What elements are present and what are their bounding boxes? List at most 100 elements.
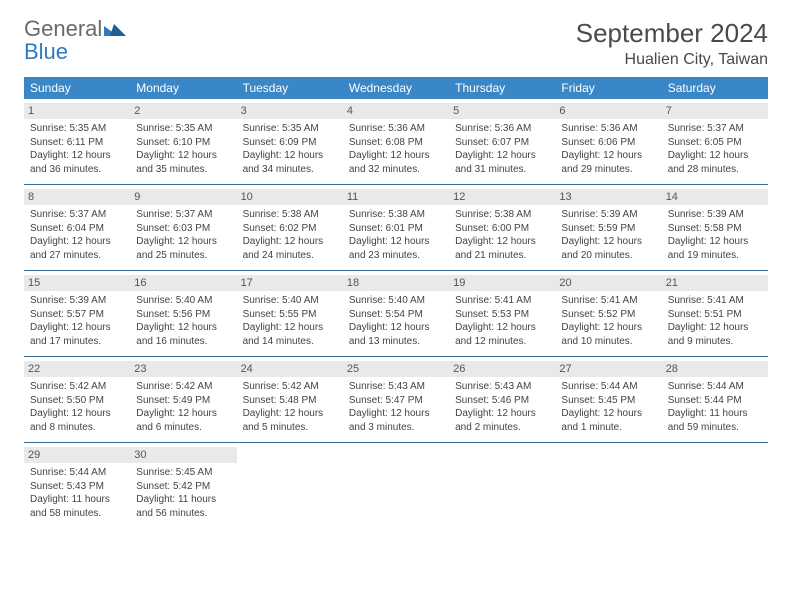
- day-cell: 24 Sunrise: 5:42 AMSunset: 5:48 PMDayligh…: [237, 357, 343, 443]
- week-row: 1Sunrise: 5:35 AMSunset: 6:11 PMDaylight…: [24, 99, 768, 185]
- day-number: 20: [555, 275, 661, 291]
- day-info: Sunrise: 5:41 AM Sunset: 5:51 PM Daylight:…: [668, 294, 762, 348]
- day-info: Sunrise: 5:42 AMSunset: 5:48 PMDaylight:…: [243, 380, 337, 434]
- weekday-header: Tuesday: [237, 77, 343, 99]
- daylight-text: Daylight: 12 hours: [455, 408, 536, 419]
- logo-text-general: General: [24, 16, 102, 41]
- day-cell: 26Sunrise: 5:43 AMSunset: 5:46 PMDayligh…: [449, 357, 555, 443]
- daylight-text: and 19 minutes.: [668, 250, 739, 261]
- daylight-text: and 10 minutes.: [561, 336, 632, 347]
- location-text: Hualien City, Taiwan: [576, 51, 768, 69]
- sunrise-text: Sunrise: 5:39 AM: [30, 295, 106, 306]
- day-number: 8: [24, 189, 130, 205]
- logo: General Blue: [24, 18, 126, 64]
- sunset-text: Sunset: 6:09 PM: [243, 137, 317, 148]
- daylight-text: and 27 minutes.: [30, 250, 101, 261]
- day-info: Sunrise: 5:38 AMSunset: 6:02 PMDaylight:…: [243, 208, 337, 262]
- daylight-text: Daylight: 12 hours: [349, 236, 430, 247]
- weekday-header: Saturday: [662, 77, 768, 99]
- day-info: Sunrise: 5:44 AMSunset: 5:45 PMDaylight:…: [561, 380, 655, 434]
- sunrise-text: Sunrise: 5:36 AM: [349, 123, 425, 134]
- daylight-text: and 6 minutes.: [136, 422, 202, 433]
- daylight-text: Daylight: 12 hours: [136, 322, 217, 333]
- day-number: 7: [662, 103, 768, 119]
- daylight-text: and 24 minutes.: [243, 250, 314, 261]
- sunrise-text: Sunrise: 5:39 AM: [668, 209, 744, 220]
- day-info: Sunrise: 5:41 AMSunset: 5:53 PMDaylight:…: [455, 294, 549, 348]
- daylight-text: and 16 minutes.: [136, 336, 207, 347]
- daylight-text: and 35 minutes.: [136, 164, 207, 175]
- sunset-text: Sunset: 5:55 PM: [243, 309, 317, 320]
- day-cell: [343, 443, 449, 529]
- weekday-header-row: Sunday Monday Tuesday Wednesday Thursday…: [24, 77, 768, 99]
- day-number: 24: [237, 361, 343, 377]
- daylight-text: Daylight: 12 hours: [668, 236, 749, 247]
- sunset-text: Sunset: 6:00 PM: [455, 223, 529, 234]
- day-cell: 13Sunrise: 5:39 AMSunset: 5:59 PMDayligh…: [555, 185, 661, 271]
- daylight-text: Daylight: 12 hours: [30, 408, 111, 419]
- day-info: Sunrise: 5:35 AM Sunset: 6:09 PM Daylight:…: [243, 122, 337, 176]
- day-cell: 7Sunrise: 5:37 AMSunset: 6:05 PMDaylight…: [662, 99, 768, 185]
- daylight-text: and 8 minutes.: [30, 422, 96, 433]
- sunset-text: Sunset: 5:42 PM: [136, 481, 210, 492]
- day-number: 30: [130, 447, 236, 463]
- sunrise-text: Sunrise: 5:38 AM: [455, 209, 531, 220]
- daylight-text: Daylight: 12 hours: [561, 322, 642, 333]
- day-cell: [237, 443, 343, 529]
- sunset-text: Sunset: 5:51 PM: [668, 309, 742, 320]
- daylight-text: and 21 minutes.: [455, 250, 526, 261]
- daylight-text: Daylight: 12 hours: [349, 150, 430, 161]
- day-number: 16: [130, 275, 236, 291]
- daylight-text: Daylight: 12 hours: [349, 408, 430, 419]
- day-number: 13: [555, 189, 661, 205]
- day-info: Sunrise: 5:40 AMSunset: 5:54 PMDaylight:…: [349, 294, 443, 348]
- day-cell: 19Sunrise: 5:41 AMSunset: 5:53 PMDayligh…: [449, 271, 555, 357]
- daylight-text: Daylight: 12 hours: [668, 322, 749, 333]
- sunset-text: Sunset: 5:58 PM: [668, 223, 742, 234]
- daylight-text: Daylight: 12 hours: [136, 150, 217, 161]
- day-info: Sunrise: 5:35 AMSunset: 6:11 PMDaylight:…: [30, 122, 124, 176]
- daylight-text: Daylight: 12 hours: [243, 408, 324, 419]
- sunrise-text: Sunrise: 5:37 AM: [668, 123, 744, 134]
- daylight-text: and 5 minutes.: [243, 422, 309, 433]
- logo-text-blue: Blue: [24, 39, 68, 64]
- sunrise-text: Sunrise: 5:41 AM: [668, 295, 744, 306]
- sunrise-text: Sunrise: 5:44 AM: [30, 467, 106, 478]
- sunrise-text: Sunrise: 5:38 AM: [243, 209, 319, 220]
- daylight-text: and 34 minutes.: [243, 164, 314, 175]
- day-number: 11: [343, 189, 449, 205]
- day-number: 22: [24, 361, 130, 377]
- day-cell: 25Sunrise: 5:43 AMSunset: 5:47 PMDayligh…: [343, 357, 449, 443]
- day-number: 3: [237, 103, 343, 119]
- week-row: 29Sunrise: 5:44 AMSunset: 5:43 PMDayligh…: [24, 443, 768, 529]
- day-info: Sunrise: 5:44 AMSunset: 5:43 PMDaylight:…: [30, 466, 124, 520]
- day-info: Sunrise: 5:37 AMSunset: 6:03 PMDaylight:…: [136, 208, 230, 262]
- day-number: 9: [130, 189, 236, 205]
- day-cell: 9 Sunrise: 5:37 AMSunset: 6:03 PMDaylight…: [130, 185, 236, 271]
- header: General Blue September 2024 Hualien City…: [24, 18, 768, 69]
- day-number: 2: [130, 103, 236, 119]
- day-cell: 20Sunrise: 5:41 AMSunset: 5:52 PMDayligh…: [555, 271, 661, 357]
- day-cell: 5Sunrise: 5:36 AMSunset: 6:07 PMDaylight…: [449, 99, 555, 185]
- day-cell: 8Sunrise: 5:37 AMSunset: 6:04 PMDaylight…: [24, 185, 130, 271]
- day-cell: [662, 443, 768, 529]
- day-number: 21: [662, 275, 768, 291]
- sunset-text: Sunset: 5:59 PM: [561, 223, 635, 234]
- daylight-text: Daylight: 12 hours: [455, 236, 536, 247]
- daylight-text: Daylight: 12 hours: [243, 150, 324, 161]
- sunset-text: Sunset: 5:56 PM: [136, 309, 210, 320]
- sunrise-text: Sunrise: 5:39 AM: [561, 209, 637, 220]
- day-cell: 18Sunrise: 5:40 AMSunset: 5:54 PMDayligh…: [343, 271, 449, 357]
- sunset-text: Sunset: 5:50 PM: [30, 395, 104, 406]
- sunrise-text: Sunrise: 5:37 AM: [136, 209, 212, 220]
- week-row: 22Sunrise: 5:42 AMSunset: 5:50 PMDayligh…: [24, 357, 768, 443]
- day-cell: 2Sunrise: 5:35 AMSunset: 6:10 PMDaylight…: [130, 99, 236, 185]
- sunset-text: Sunset: 5:52 PM: [561, 309, 635, 320]
- day-cell: 21 Sunrise: 5:41 AM Sunset: 5:51 PM Dayligh…: [662, 271, 768, 357]
- sunset-text: Sunset: 6:05 PM: [668, 137, 742, 148]
- day-number: 15: [24, 275, 130, 291]
- day-number: 10: [237, 189, 343, 205]
- sunrise-text: Sunrise: 5:35 AM: [243, 123, 319, 134]
- day-info: Sunrise: 5:39 AMSunset: 5:57 PMDaylight:…: [30, 294, 124, 348]
- day-info: Sunrise: 5:36 AMSunset: 6:07 PMDaylight:…: [455, 122, 549, 176]
